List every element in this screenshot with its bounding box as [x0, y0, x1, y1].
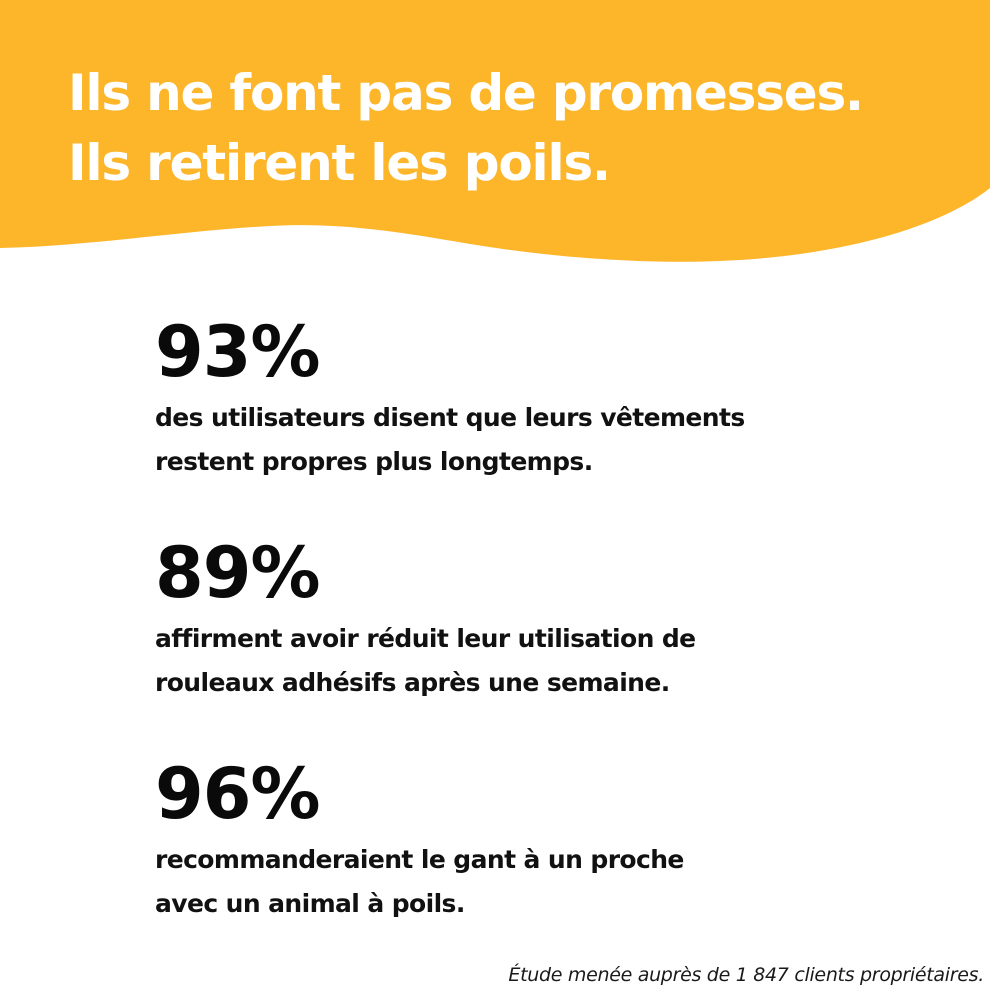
- stat-value: 89%: [155, 532, 321, 614]
- stat-item: 96% recommanderaient le gant à un proche…: [155, 750, 935, 971]
- header-banner: [0, 0, 990, 270]
- headline: Ils ne font pas de promesses. Ils retire…: [68, 58, 864, 198]
- survey-footnote: Étude menée auprès de 1 847 clients prop…: [508, 964, 984, 986]
- stat-description: affirment avoir réduit leur utilisation …: [155, 617, 935, 705]
- stat-description: des utilisateurs disent que leurs vêteme…: [155, 396, 935, 484]
- stat-value: 96%: [155, 753, 321, 835]
- headline-line-1: Ils ne font pas de promesses.: [68, 64, 864, 122]
- stats-list: 93% des utilisateurs disent que leurs vê…: [155, 308, 935, 971]
- stat-description-line: affirment avoir réduit leur utilisation …: [155, 624, 696, 653]
- stat-description: recommanderaient le gant à un proche ave…: [155, 838, 935, 926]
- stat-item: 93% des utilisateurs disent que leurs vê…: [155, 308, 935, 529]
- stat-value: 93%: [155, 311, 321, 393]
- stat-description-line: rouleaux adhésifs après une semaine.: [155, 668, 670, 697]
- wave-banner-shape: [0, 0, 990, 262]
- stat-description-line: avec un animal à poils.: [155, 889, 465, 918]
- headline-line-2: Ils retirent les poils.: [68, 134, 611, 192]
- stat-item: 89% affirment avoir réduit leur utilisat…: [155, 529, 935, 750]
- stat-description-line: recommanderaient le gant à un proche: [155, 845, 684, 874]
- stat-description-line: des utilisateurs disent que leurs vêteme…: [155, 403, 745, 432]
- stat-description-line: restent propres plus longtemps.: [155, 447, 593, 476]
